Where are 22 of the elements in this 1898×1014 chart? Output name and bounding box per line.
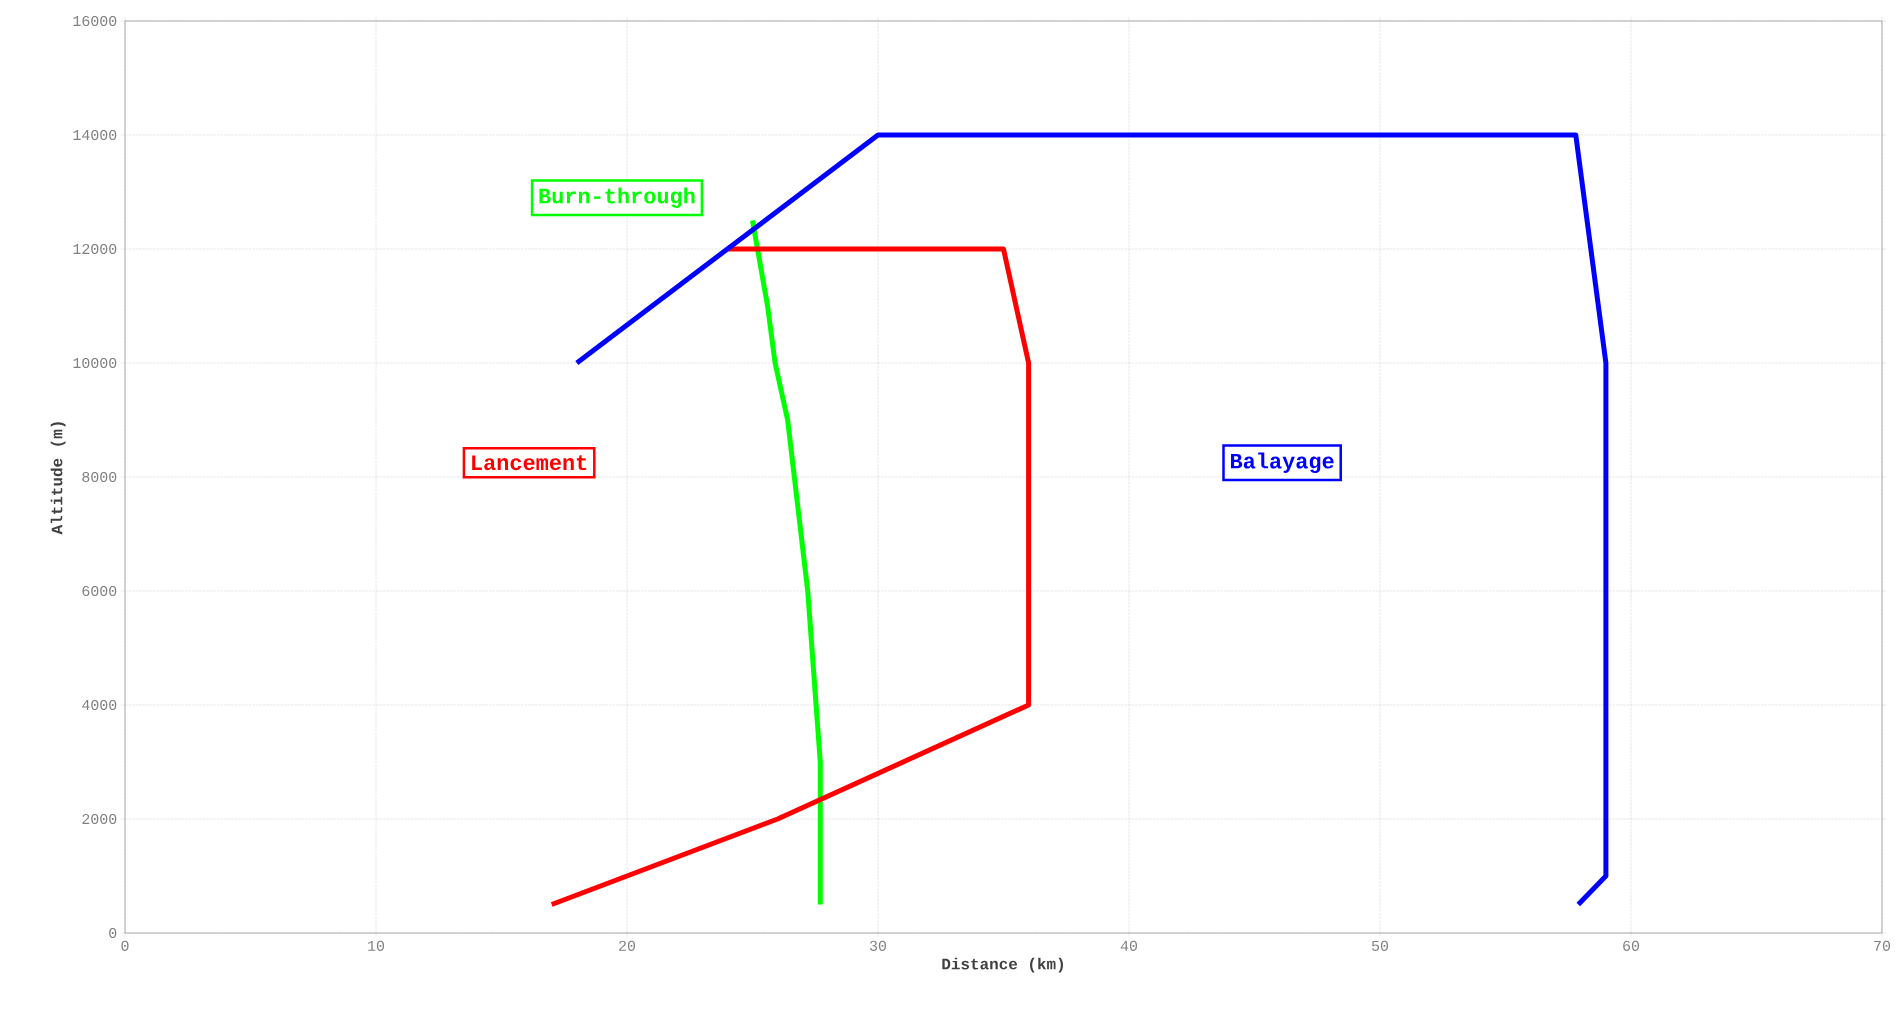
y-tick-label: 12000 [73, 243, 117, 255]
y-tick-label: 10000 [73, 357, 117, 369]
x-tick-label: 40 [1120, 940, 1138, 951]
y-tick-label: 2000 [82, 813, 117, 825]
y-tick-label: 16000 [73, 15, 117, 27]
text: Balayage [1230, 452, 1334, 473]
x-tick-label: 10 [368, 940, 385, 951]
x-tick-label: 0 [121, 940, 129, 951]
y-axis-title: Altitude (m) [50, 422, 66, 535]
y-tick-label: 6000 [82, 585, 117, 597]
text: Lancement [472, 455, 587, 471]
y-tick-label: 8000 [82, 471, 117, 483]
x-tick-label: 70 [1874, 940, 1891, 951]
x-tick-label: 30 [869, 940, 887, 951]
x-axis-title: Distance (km) [942, 957, 1063, 973]
text: Burn-through [539, 187, 695, 208]
x-tick-label: 20 [619, 940, 636, 951]
x-tick-label: 50 [1371, 940, 1389, 951]
y-tick-label: 14000 [73, 129, 117, 141]
y-tick-label: 4000 [82, 699, 117, 711]
y-tick-label: 0 [109, 927, 117, 939]
x-tick-label: 60 [1623, 940, 1640, 951]
